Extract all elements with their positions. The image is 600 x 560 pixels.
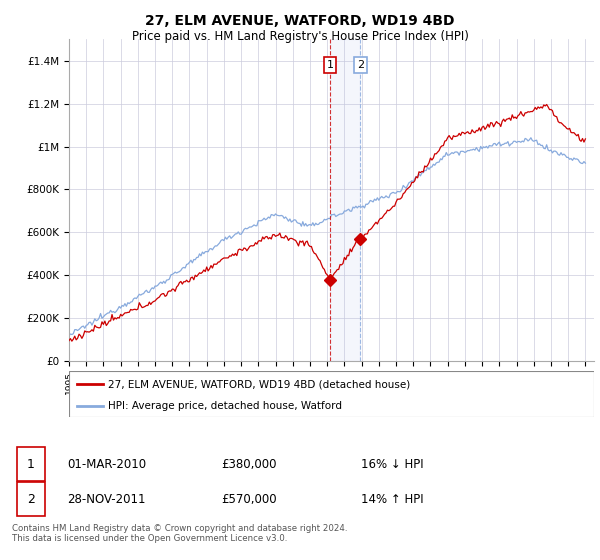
Text: 2: 2 bbox=[356, 60, 364, 70]
Text: 2: 2 bbox=[26, 493, 35, 506]
Text: Price paid vs. HM Land Registry's House Price Index (HPI): Price paid vs. HM Land Registry's House … bbox=[131, 30, 469, 43]
Text: 01-MAR-2010: 01-MAR-2010 bbox=[67, 458, 146, 471]
Bar bbox=[17, 482, 44, 516]
Text: Contains HM Land Registry data © Crown copyright and database right 2024.
This d: Contains HM Land Registry data © Crown c… bbox=[12, 524, 347, 543]
Text: 16% ↓ HPI: 16% ↓ HPI bbox=[361, 458, 424, 471]
Text: 1: 1 bbox=[326, 60, 334, 70]
Text: £570,000: £570,000 bbox=[221, 493, 277, 506]
Text: 27, ELM AVENUE, WATFORD, WD19 4BD: 27, ELM AVENUE, WATFORD, WD19 4BD bbox=[145, 14, 455, 28]
Text: HPI: Average price, detached house, Watford: HPI: Average price, detached house, Watf… bbox=[109, 401, 343, 410]
Text: 28-NOV-2011: 28-NOV-2011 bbox=[67, 493, 146, 506]
Text: 1: 1 bbox=[26, 458, 35, 471]
Text: 14% ↑ HPI: 14% ↑ HPI bbox=[361, 493, 424, 506]
Bar bbox=[17, 447, 44, 481]
Bar bbox=[330, 39, 360, 361]
Text: 27, ELM AVENUE, WATFORD, WD19 4BD (detached house): 27, ELM AVENUE, WATFORD, WD19 4BD (detac… bbox=[109, 379, 410, 389]
Text: £380,000: £380,000 bbox=[221, 458, 277, 471]
